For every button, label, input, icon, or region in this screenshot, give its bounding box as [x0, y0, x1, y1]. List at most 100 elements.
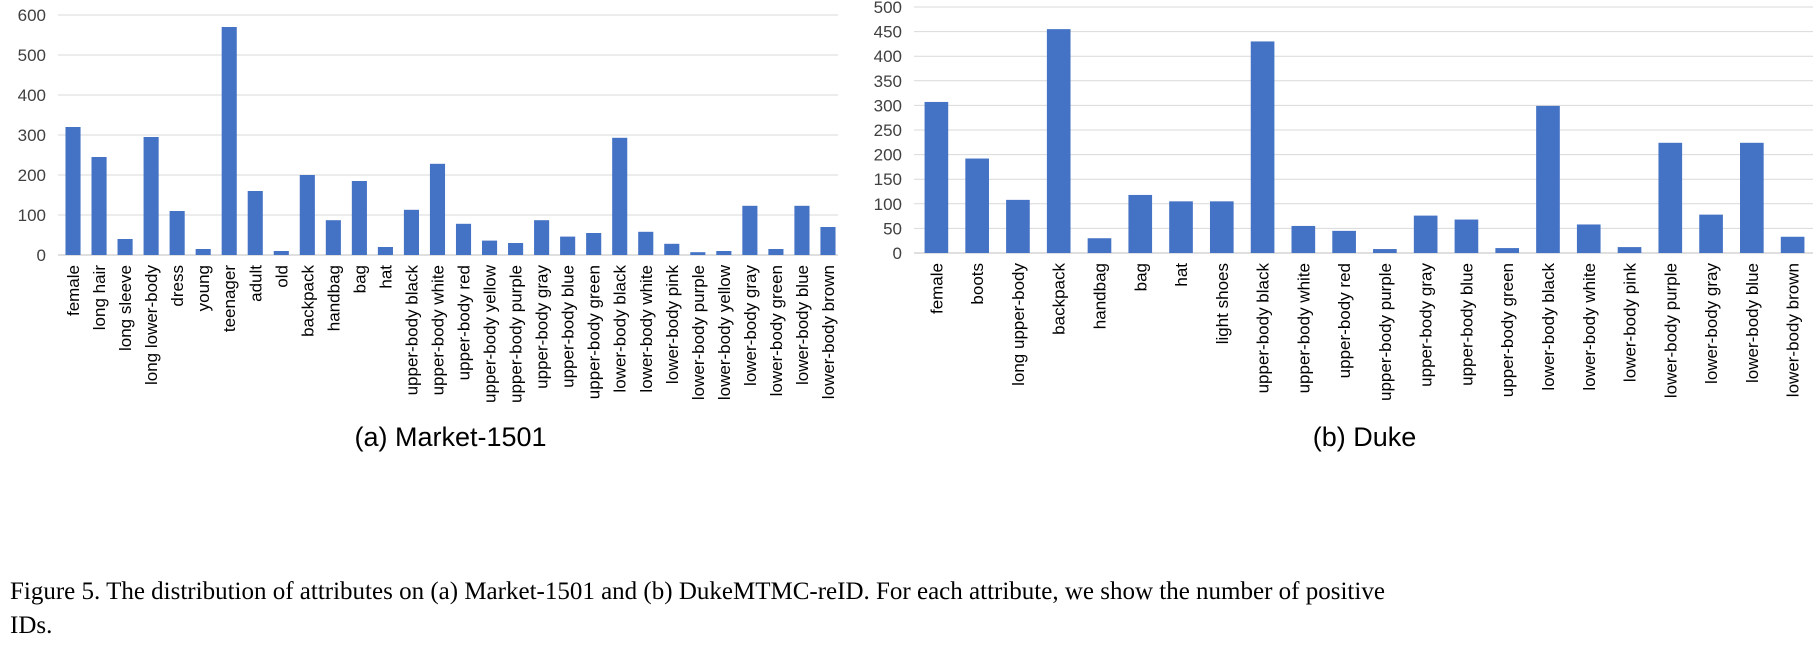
caption-line-2: IDs.	[10, 612, 53, 639]
bar-long-upper-body	[1006, 199, 1030, 253]
category-label: upper-body gray	[533, 265, 552, 389]
category-label: lower-body white	[637, 265, 656, 393]
category-label: long hair	[90, 265, 109, 331]
bar-lower-body-black	[1536, 105, 1560, 253]
category-label: lower-body yellow	[715, 264, 734, 400]
category-label: adult	[246, 265, 265, 302]
bar-handbag	[325, 220, 341, 255]
bar-female	[924, 101, 949, 254]
bar-handbag	[1087, 238, 1112, 253]
figure-caption: Figure 5. The distribution of attributes…	[10, 575, 1810, 643]
bar-lower-body-black	[612, 137, 628, 255]
category-label: lower-body black	[1539, 263, 1558, 391]
category-label: teenager	[220, 265, 239, 332]
bar-lower-body-gray	[1699, 214, 1723, 253]
category-label: backpack	[1050, 263, 1069, 335]
category-label: lower-body brown	[819, 265, 838, 399]
category-label: lower-body pink	[663, 265, 682, 385]
bar-hat	[1169, 201, 1193, 253]
category-label: lower-body brown	[1784, 263, 1803, 397]
category-label: bag	[350, 265, 369, 293]
y-tick-label: 50	[883, 219, 902, 238]
bar-upper-body-red	[455, 223, 472, 255]
bar-young	[195, 249, 211, 255]
bar-lower-body-green	[768, 249, 784, 255]
category-label: upper-body gray	[1417, 263, 1436, 387]
bar-lower-body-gray	[742, 205, 758, 255]
bar-upper-body-white	[1291, 225, 1316, 253]
category-label: backpack	[298, 265, 317, 337]
category-label: lower-body green	[767, 265, 786, 396]
bar-long-sleeve	[117, 239, 133, 255]
category-label: upper-body green	[1498, 263, 1517, 397]
bar-upper-body-purple	[1373, 249, 1397, 253]
category-label: upper-body blue	[1457, 263, 1476, 386]
bar-lower-body-pink	[664, 243, 680, 255]
bar-long-lower-body	[143, 137, 159, 255]
bar-upper-body-blue	[1454, 219, 1479, 253]
bar-boots	[965, 158, 989, 253]
bar-upper-body-black	[1250, 41, 1275, 253]
chart-market-1501: 0 100 200 300 400 500 600 female long hair long s…	[18, 6, 838, 452]
category-label: lower-body pink	[1621, 263, 1640, 383]
category-label: lower-body blue	[793, 265, 812, 385]
bar-backpack	[299, 175, 315, 255]
category-label: upper-body purple	[507, 265, 526, 403]
category-label: old	[272, 265, 291, 288]
chart-subtitle: (a) Market-1501	[354, 422, 546, 452]
chart-duke: 0 50 100 150 200 250 300 350 400 450 500 female boot…	[874, 0, 1813, 452]
category-label: lower-body blue	[1743, 263, 1762, 383]
bar-upper-body-yellow	[482, 240, 498, 255]
y-tick-label: 350	[874, 72, 902, 91]
category-label: upper-body yellow	[481, 264, 500, 403]
y-tick-label: 150	[874, 170, 902, 189]
category-label: upper-body red	[455, 265, 474, 380]
category-label: hat	[1172, 263, 1191, 287]
category-label: upper-body purple	[1376, 263, 1395, 401]
bar-lower-body-blue	[794, 205, 810, 255]
bar-lower-body-white	[1576, 224, 1601, 253]
category-label: upper-body black	[1254, 263, 1273, 394]
category-label: lower-body gray	[1702, 263, 1721, 384]
y-tick-label: 200	[18, 166, 46, 185]
bar-lower-body-brown	[1780, 236, 1805, 253]
category-label: handbag	[1090, 263, 1109, 329]
bar-hat	[377, 247, 393, 255]
category-label: lower-body white	[1580, 263, 1599, 391]
bar-backpack	[1046, 29, 1071, 253]
category-label: boots	[968, 263, 987, 305]
bar-upper-body-white	[429, 163, 446, 255]
bar-bag	[1128, 194, 1153, 253]
category-label: handbag	[324, 265, 343, 331]
y-tick-label: 200	[874, 146, 902, 165]
category-label: long lower-body	[142, 265, 161, 386]
bar-female	[65, 127, 81, 255]
bar-upper-body-purple	[508, 243, 524, 255]
y-tick-label: 400	[18, 86, 46, 105]
category-label: bag	[1131, 263, 1150, 291]
category-label: upper-body green	[585, 265, 604, 399]
category-label: upper-body blue	[559, 265, 578, 388]
category-label: upper-body white	[1294, 263, 1313, 393]
bar-light-shoes	[1209, 201, 1234, 253]
bar-upper-body-gray	[534, 220, 550, 255]
bar-lower-body-purple	[690, 252, 706, 255]
bar-lower-body-blue	[1740, 142, 1764, 253]
category-label: long sleeve	[116, 265, 135, 351]
bar-lower-body-yellow	[716, 251, 732, 255]
bar-upper-body-red	[1332, 230, 1356, 253]
y-tick-label: 500	[874, 0, 902, 17]
bar-upper-body-gray	[1413, 215, 1438, 253]
y-tick-label: 450	[874, 23, 902, 42]
bar-upper-body-green	[586, 233, 602, 255]
y-tick-label: 400	[874, 47, 902, 66]
category-label: lower-body gray	[741, 265, 760, 386]
bar-lower-body-purple	[1658, 142, 1683, 253]
category-label: upper-body black	[402, 265, 421, 396]
y-tick-label: 250	[874, 121, 902, 140]
category-label: lower-body purple	[1661, 263, 1680, 398]
y-tick-label: 300	[18, 126, 46, 145]
category-label: young	[194, 265, 213, 311]
y-tick-label: 0	[893, 244, 902, 263]
